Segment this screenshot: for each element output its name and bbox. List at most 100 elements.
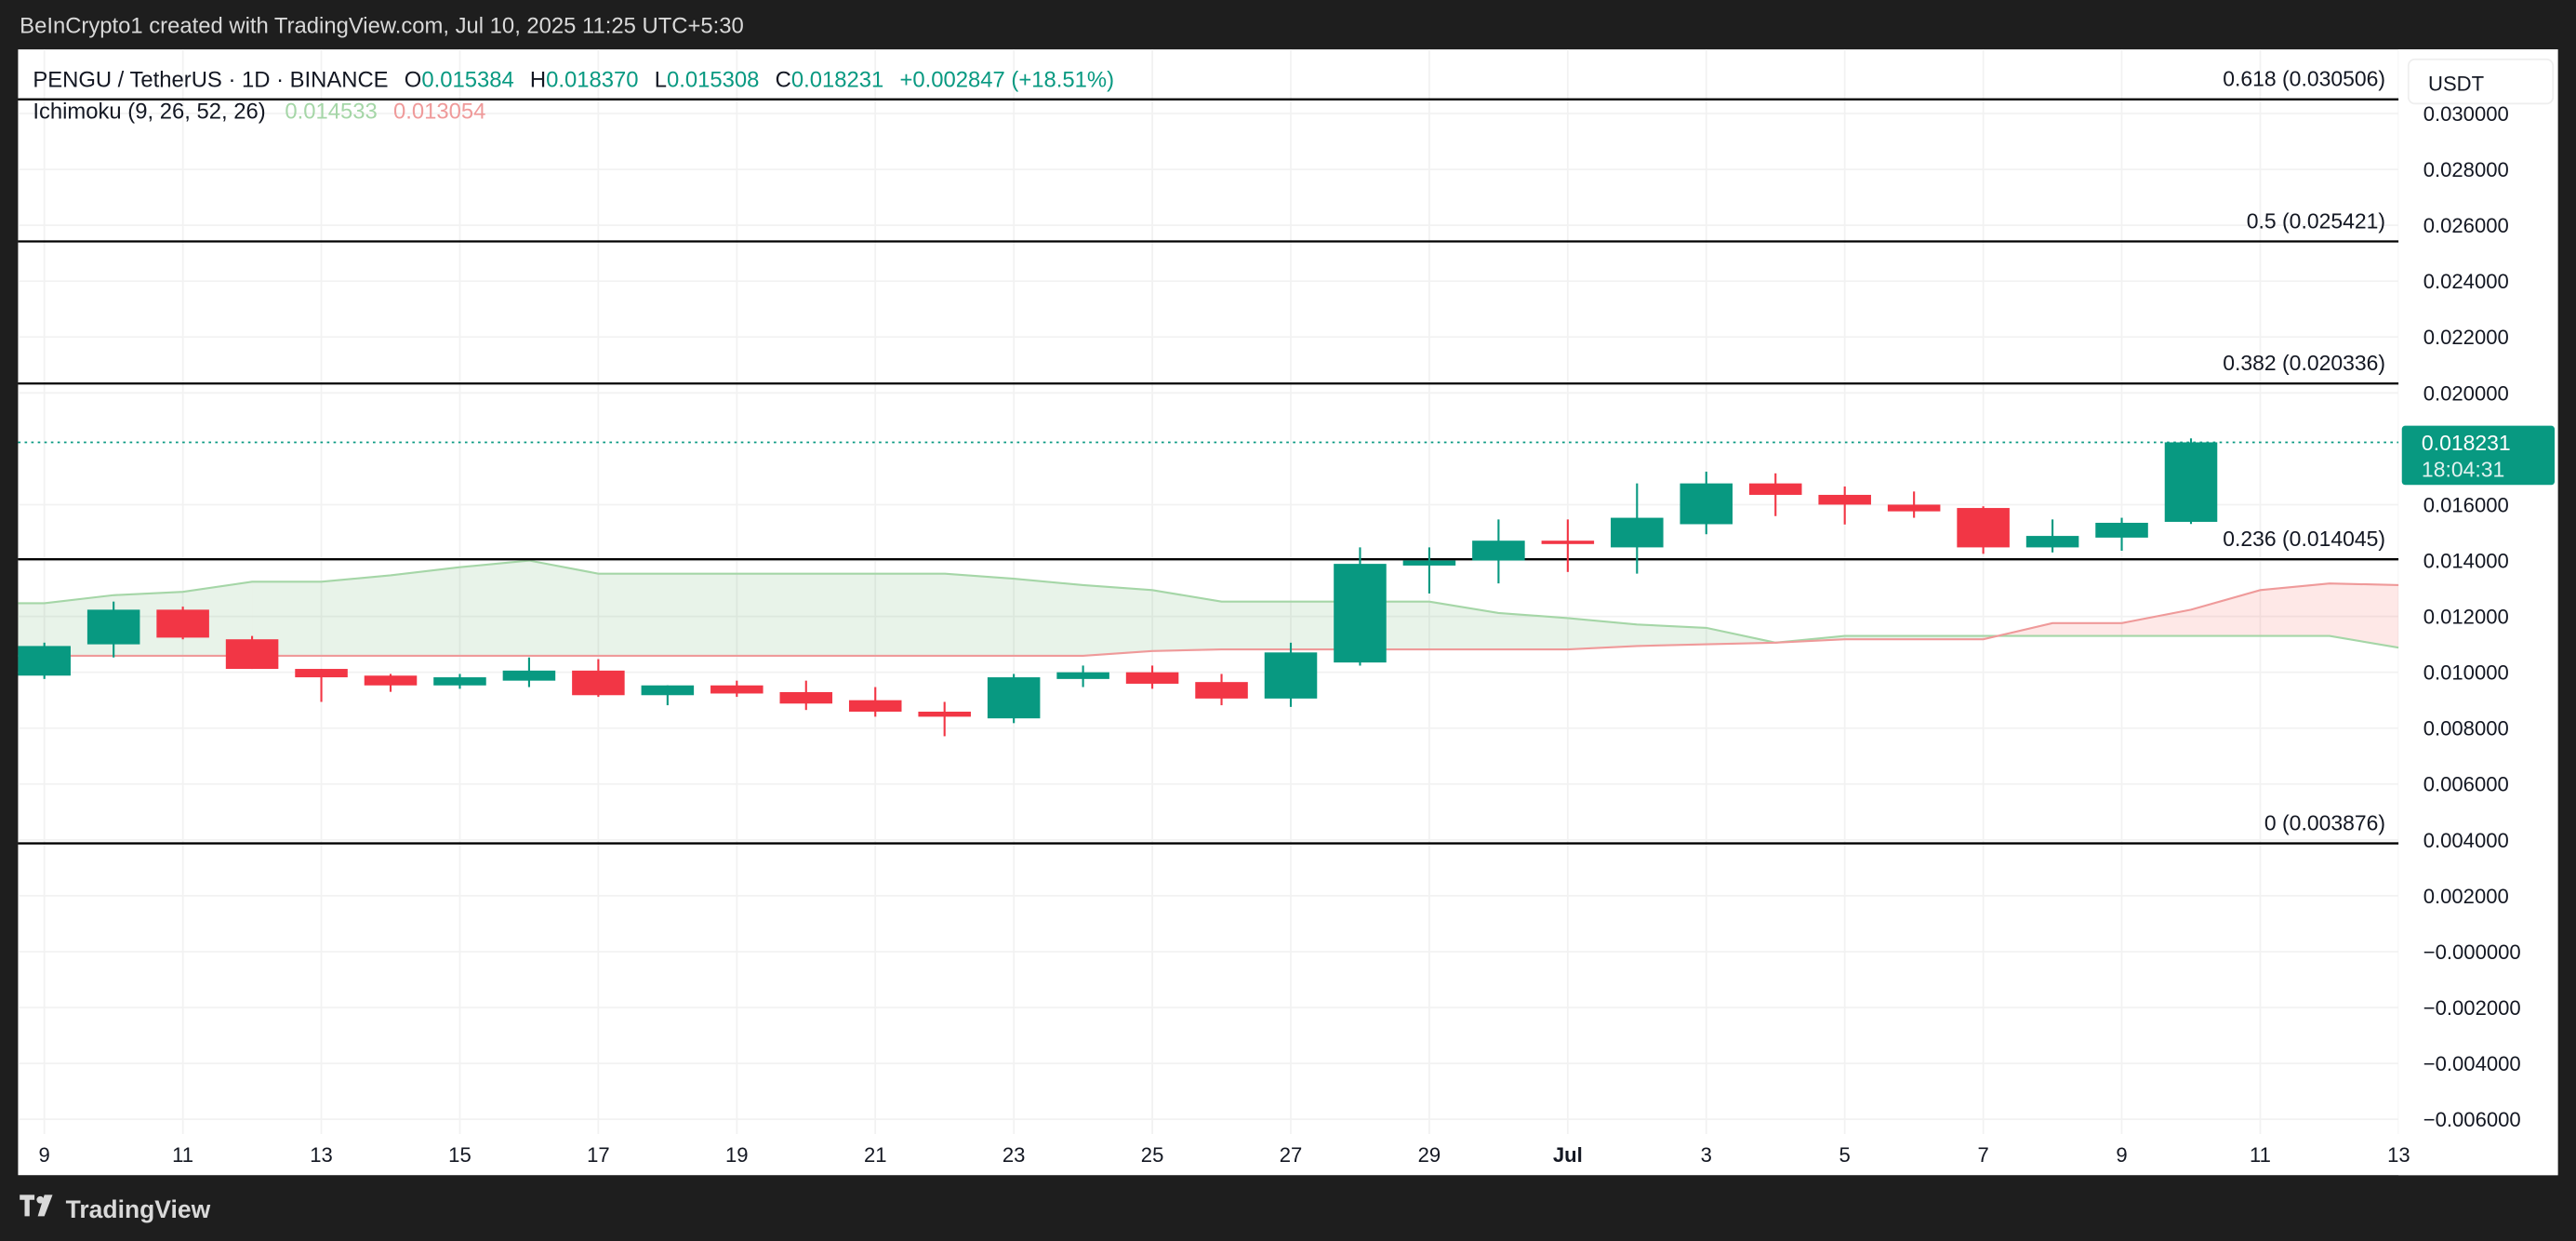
candle-body bbox=[1334, 564, 1387, 663]
cloud-segment bbox=[528, 560, 599, 656]
high-label: H bbox=[530, 68, 546, 93]
cloud-segment bbox=[2191, 590, 2261, 636]
candle bbox=[18, 642, 71, 679]
time-tick-label: 7 bbox=[1977, 1143, 1988, 1167]
time-tick-label: 11 bbox=[2250, 1143, 2271, 1167]
cloud-segment bbox=[1428, 601, 1499, 650]
price-tick-label: 0.028000 bbox=[2423, 158, 2509, 181]
cloud-segment bbox=[321, 575, 392, 656]
time-tick-label: 9 bbox=[39, 1143, 50, 1167]
candle-body bbox=[987, 677, 1041, 719]
cloud-segment bbox=[1498, 612, 1568, 650]
candle-body bbox=[1195, 682, 1248, 699]
low-label: L bbox=[655, 68, 667, 93]
candle bbox=[1887, 491, 1941, 518]
currency-button[interactable] bbox=[2407, 58, 2555, 105]
candle-body bbox=[225, 639, 279, 670]
price-tick-label: 0.016000 bbox=[2423, 493, 2509, 516]
time-tick-label: 13 bbox=[310, 1143, 333, 1167]
fib-level-label: 0.618 (0.030506) bbox=[2223, 67, 2385, 91]
fib-level-label: 0 (0.003876) bbox=[2264, 810, 2385, 834]
candle-body bbox=[1541, 540, 1595, 544]
cloud-segment bbox=[2260, 583, 2330, 636]
price-axis[interactable] bbox=[2398, 49, 2558, 1176]
cloud-segment bbox=[1152, 590, 1222, 651]
price-tick-label: 0.030000 bbox=[2423, 102, 2509, 126]
cloud-segment bbox=[1082, 584, 1153, 656]
span-b-value: 0.013054 bbox=[393, 99, 485, 124]
close-label: C bbox=[776, 68, 791, 93]
candle-body bbox=[779, 691, 833, 704]
open-label: O bbox=[405, 68, 422, 93]
symbol-title[interactable]: PENGU / TetherUS · 1D · BINANCE bbox=[33, 68, 388, 93]
price-tick-label: 0.022000 bbox=[2423, 326, 2509, 349]
grid bbox=[18, 49, 2400, 1135]
price-axis-ticks: 0.030000 0.028000 0.026000 0.024000 0.022000… bbox=[2423, 102, 2521, 1131]
price-tick-label: −0.006000 bbox=[2423, 1108, 2521, 1131]
candle bbox=[295, 669, 348, 702]
candle bbox=[1195, 674, 1248, 706]
time-tick-label: Jul bbox=[1553, 1143, 1583, 1167]
candle-body bbox=[1125, 672, 1179, 684]
cloud-segment bbox=[1567, 618, 1638, 650]
countdown-label: 18:04:31 bbox=[2422, 457, 2504, 481]
footer-brand: TradingView bbox=[66, 1195, 211, 1223]
cloud-segment bbox=[598, 573, 668, 656]
candle-body bbox=[1472, 540, 1525, 561]
candle-body bbox=[2164, 442, 2218, 522]
low-value: 0.015308 bbox=[667, 68, 759, 93]
candle-body bbox=[295, 669, 348, 678]
chart-pane[interactable] bbox=[18, 49, 2558, 1176]
cloud-segment bbox=[459, 560, 529, 656]
candle-body bbox=[1818, 494, 1871, 505]
time-tick-label: 13 bbox=[2387, 1143, 2410, 1167]
candle-body bbox=[1887, 504, 1941, 512]
price-tick-label: 0.020000 bbox=[2423, 381, 2509, 405]
candle-body bbox=[1611, 517, 1664, 548]
cloud-segment bbox=[667, 573, 737, 656]
time-tick-label: 9 bbox=[2116, 1143, 2127, 1167]
change-value: +0.002847 (+18.51%) bbox=[900, 68, 1115, 93]
price-tick-label: 0.002000 bbox=[2423, 885, 2509, 908]
candle-body bbox=[86, 609, 140, 645]
candle-body bbox=[710, 685, 764, 694]
candle bbox=[364, 674, 418, 692]
cloud-segment bbox=[737, 573, 806, 656]
time-tick-label: 27 bbox=[1280, 1143, 1303, 1167]
candle bbox=[502, 657, 556, 687]
price-tick-label: 0.010000 bbox=[2423, 661, 2509, 685]
candle bbox=[1818, 486, 1871, 525]
candle-body bbox=[572, 670, 625, 696]
candle bbox=[779, 680, 833, 711]
candle bbox=[2095, 517, 2148, 552]
fibonacci-levels[interactable]: 0.618 (0.030506) 0.5 (0.025421) 0.382 (0.0… bbox=[18, 67, 2399, 845]
candle bbox=[86, 601, 140, 658]
price-tick-label: 0.014000 bbox=[2423, 549, 2509, 572]
cloud-segment bbox=[391, 567, 460, 656]
price-tick-label: 0.008000 bbox=[2423, 717, 2509, 741]
candle bbox=[848, 687, 902, 717]
high-value: 0.018370 bbox=[546, 68, 638, 93]
candle-body bbox=[156, 609, 209, 638]
candle-body bbox=[1957, 508, 2010, 548]
candle bbox=[156, 607, 209, 640]
time-tick-label: 25 bbox=[1141, 1143, 1164, 1167]
cloud-segment bbox=[2121, 609, 2192, 636]
candle bbox=[987, 674, 1041, 724]
fib-level-label: 0.236 (0.014045) bbox=[2223, 527, 2385, 551]
cloud-segment bbox=[252, 581, 322, 656]
price-tick-label: −0.004000 bbox=[2423, 1052, 2521, 1075]
cloud-segment bbox=[18, 603, 45, 656]
candle bbox=[1748, 473, 1802, 516]
candle bbox=[1056, 665, 1109, 687]
cloud-segment bbox=[2329, 583, 2399, 648]
indicator-name[interactable]: Ichimoku (9, 26, 52, 26) bbox=[33, 99, 265, 124]
cloud-segment bbox=[1221, 601, 1292, 650]
candle bbox=[1611, 483, 1664, 574]
candle bbox=[1402, 547, 1456, 594]
time-tick-label: 17 bbox=[587, 1143, 610, 1167]
close-value: 0.018231 bbox=[791, 68, 883, 93]
time-axis[interactable]: 9 11 13 15 17 19 21 23 25 27 29 Jul 3 5 7 9 11 13 bbox=[39, 1143, 2410, 1167]
candle bbox=[433, 674, 486, 689]
